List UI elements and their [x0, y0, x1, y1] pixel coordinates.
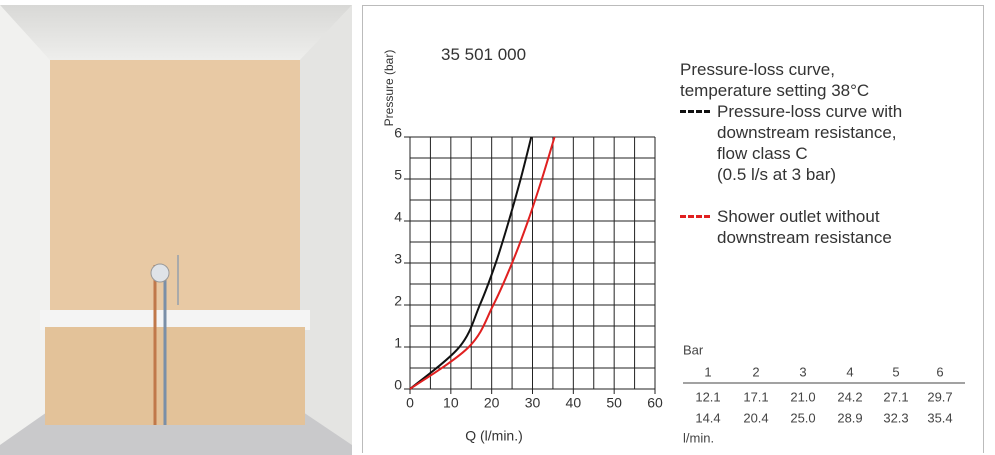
table-header: 1 — [704, 364, 711, 379]
y-axis-label: Pressure (bar) — [382, 50, 396, 127]
product-number: 35 501 000 — [441, 45, 527, 64]
legend-swatch — [680, 110, 710, 113]
x-tick-label: 0 — [406, 395, 414, 411]
table-cell: 20.4 — [743, 410, 768, 425]
y-tick-label: 4 — [394, 209, 402, 225]
table-cell: 32.3 — [883, 410, 908, 425]
table-cell: 35.4 — [927, 410, 952, 425]
table-cell: 29.7 — [927, 389, 952, 404]
chart-panel — [362, 5, 984, 453]
x-tick-label: 10 — [443, 395, 459, 411]
x-tick-label: 30 — [525, 395, 541, 411]
x-tick-label: 40 — [566, 395, 582, 411]
table-cell: 12.1 — [695, 389, 720, 404]
legend-swatch — [680, 215, 710, 218]
table-header: 5 — [892, 364, 899, 379]
legend-label: Shower outlet without downstream resista… — [717, 207, 892, 247]
table-cell: 24.2 — [837, 389, 862, 404]
y-tick-label: 2 — [394, 293, 402, 309]
table-cell: 28.9 — [837, 410, 862, 425]
x-tick-label: 60 — [647, 395, 663, 411]
table-header: 3 — [799, 364, 806, 379]
y-tick-label: 1 — [394, 335, 402, 351]
table-label: Bar — [683, 342, 704, 357]
y-tick-label: 6 — [394, 125, 402, 141]
y-tick-label: 3 — [394, 251, 402, 267]
table-cell: 25.0 — [790, 410, 815, 425]
table-label: l/min. — [683, 430, 714, 445]
table-header: 6 — [936, 364, 943, 379]
x-tick-label: 50 — [606, 395, 622, 411]
table-cell: 14.4 — [695, 410, 720, 425]
table-cell: 17.1 — [743, 389, 768, 404]
table-header: 4 — [846, 364, 853, 379]
table-cell: 27.1 — [883, 389, 908, 404]
table-header: 2 — [752, 364, 759, 379]
legend-label: Pressure-loss curve with downstream resi… — [717, 102, 903, 184]
series-line — [409, 136, 556, 390]
table-cell: 21.0 — [790, 389, 815, 404]
bathroom-image — [0, 5, 352, 455]
series-line — [409, 136, 533, 390]
y-tick-label: 0 — [394, 377, 402, 393]
chart-title: Pressure-loss curve, temperature setting… — [680, 60, 870, 100]
y-tick-label: 5 — [394, 167, 402, 183]
x-tick-label: 20 — [484, 395, 500, 411]
x-axis-label: Q (l/min.) — [465, 428, 523, 444]
